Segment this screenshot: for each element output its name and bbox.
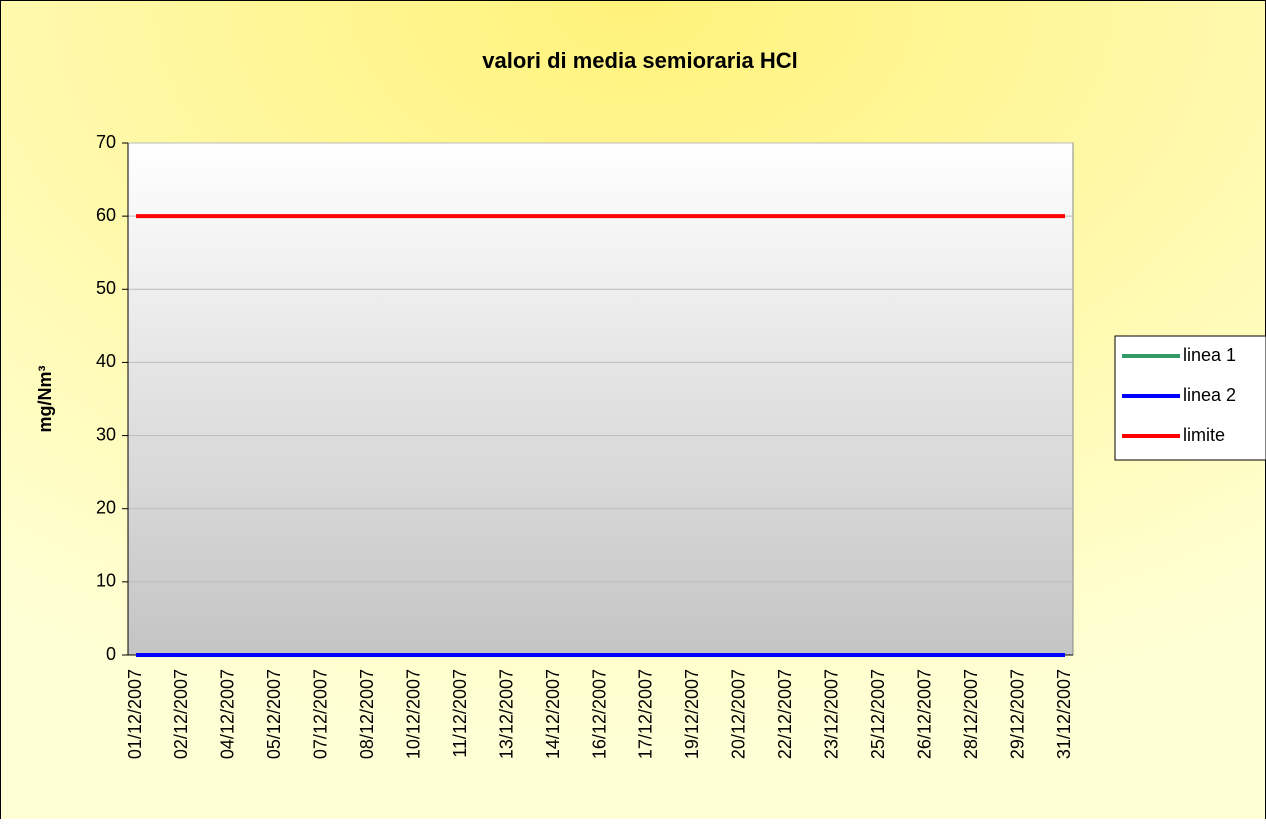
x-tick-label: 31/12/2007	[1054, 669, 1074, 759]
chart-title: valori di media semioraria HCl	[482, 48, 797, 73]
y-tick-label: 20	[96, 497, 116, 517]
legend-label: linea 2	[1183, 385, 1236, 405]
y-tick-label: 70	[96, 132, 116, 152]
x-tick-label: 29/12/2007	[1007, 669, 1027, 759]
y-tick-label: 40	[96, 351, 116, 371]
x-tick-label: 16/12/2007	[589, 669, 609, 759]
x-tick-label: 23/12/2007	[822, 669, 842, 759]
x-tick-label: 17/12/2007	[636, 669, 656, 759]
y-tick-label: 60	[96, 205, 116, 225]
y-tick-label: 10	[96, 571, 116, 591]
x-tick-label: 22/12/2007	[775, 669, 795, 759]
x-tick-label: 10/12/2007	[403, 669, 423, 759]
x-tick-label: 20/12/2007	[729, 669, 749, 759]
x-tick-label: 13/12/2007	[496, 669, 516, 759]
x-tick-label: 05/12/2007	[264, 669, 284, 759]
y-tick-label: 30	[96, 424, 116, 444]
x-tick-label: 07/12/2007	[311, 669, 331, 759]
y-tick-label: 0	[106, 644, 116, 664]
x-tick-label: 08/12/2007	[357, 669, 377, 759]
x-tick-label: 14/12/2007	[543, 669, 563, 759]
x-tick-label: 25/12/2007	[868, 669, 888, 759]
x-tick-label: 26/12/2007	[914, 669, 934, 759]
x-tick-label: 28/12/2007	[961, 669, 981, 759]
y-axis-label: mg/Nm³	[35, 365, 55, 432]
x-tick-label: 19/12/2007	[682, 669, 702, 759]
y-tick-label: 50	[96, 278, 116, 298]
x-tick-label: 04/12/2007	[218, 669, 238, 759]
legend-label: limite	[1183, 425, 1225, 445]
x-tick-label: 11/12/2007	[450, 669, 470, 758]
plot-area	[127, 142, 1074, 656]
legend-label: linea 1	[1183, 345, 1236, 365]
x-tick-label: 02/12/2007	[171, 669, 191, 759]
x-tick-label: 01/12/2007	[125, 669, 145, 759]
